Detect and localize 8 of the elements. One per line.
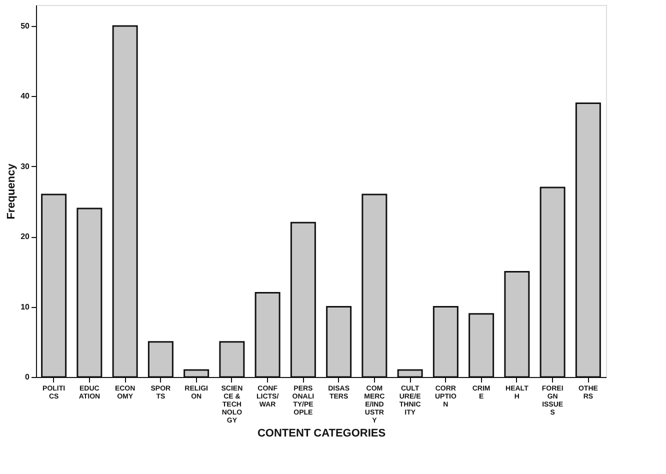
y-tick-label: 40 (20, 92, 30, 101)
y-tick-label: 20 (20, 232, 30, 242)
y-axis-title: Frequency (6, 162, 18, 220)
y-tick-label: 10 (20, 302, 30, 312)
y-tick-label: 30 (20, 162, 30, 171)
y-tick-label: 50 (20, 22, 30, 31)
y-tick-label: 0 (25, 372, 30, 382)
x-axis-title: CONTENT CATEGORIES (257, 428, 386, 440)
